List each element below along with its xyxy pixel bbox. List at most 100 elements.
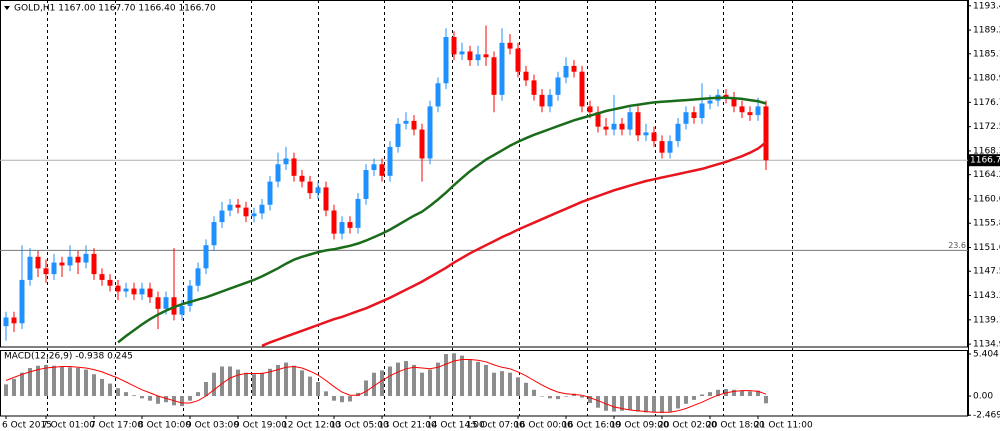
candle-body bbox=[19, 279, 25, 324]
macd-bar bbox=[292, 365, 296, 397]
macd-bar bbox=[140, 396, 144, 399]
y-tick-label: 1168.30 bbox=[973, 146, 1000, 156]
macd-bar bbox=[628, 396, 632, 411]
candle-body bbox=[707, 100, 713, 104]
macd-bar bbox=[380, 370, 384, 397]
candle-body bbox=[371, 164, 377, 171]
macd-bar bbox=[44, 364, 48, 397]
candle-body bbox=[347, 222, 353, 228]
candle-body bbox=[291, 158, 297, 176]
candle-body bbox=[683, 112, 689, 124]
candle-body bbox=[59, 262, 65, 266]
candle-body bbox=[131, 288, 137, 295]
y-tick-label: 1180.90 bbox=[973, 74, 1000, 84]
candle-body bbox=[83, 253, 89, 263]
candle-body bbox=[603, 126, 609, 130]
y-tick-label: 1189.20 bbox=[973, 26, 1000, 36]
macd-bar bbox=[548, 396, 552, 399]
macd-bar bbox=[588, 396, 592, 404]
y-tick-label: 0.00 bbox=[973, 392, 993, 402]
macd-bar bbox=[764, 396, 768, 404]
menu-triangle bbox=[4, 6, 10, 10]
candle-body bbox=[211, 222, 217, 246]
candle-body bbox=[419, 129, 425, 159]
candle-body bbox=[587, 106, 593, 113]
candle-body bbox=[531, 80, 537, 95]
candle-body bbox=[667, 141, 673, 153]
macd-bar bbox=[420, 372, 424, 397]
macd-bar bbox=[276, 364, 280, 397]
candle-body bbox=[299, 175, 305, 182]
candle-body bbox=[243, 207, 249, 217]
macd-bar bbox=[84, 369, 88, 397]
candle-body bbox=[723, 94, 729, 98]
y-tick-label: 1151.60 bbox=[973, 243, 1000, 253]
candles bbox=[0, 25, 968, 347]
y-tick-label: 1143.30 bbox=[973, 291, 1000, 301]
main-panel bbox=[0, 0, 968, 348]
macd-bar bbox=[252, 374, 256, 397]
macd-bar bbox=[700, 394, 704, 397]
candle-body bbox=[435, 83, 441, 107]
candle-body bbox=[363, 170, 369, 199]
x-tick-label: 19 Oct 09:00 bbox=[610, 421, 669, 431]
candle-body bbox=[115, 285, 121, 292]
macd-bar bbox=[748, 391, 752, 397]
macd-bar bbox=[356, 392, 360, 397]
macd-bar bbox=[660, 396, 664, 414]
macd-bar bbox=[732, 389, 736, 397]
macd-bar bbox=[212, 372, 216, 397]
y-tick-label: 5.404 bbox=[973, 350, 999, 360]
macd-bar bbox=[188, 396, 192, 401]
candle-body bbox=[139, 288, 145, 295]
macd-bar bbox=[444, 354, 448, 397]
candle-body bbox=[163, 297, 169, 309]
macd-bar bbox=[684, 396, 688, 404]
y-tick-label: -2.469 bbox=[973, 411, 1000, 421]
candle-body bbox=[411, 120, 417, 130]
candle-body bbox=[235, 204, 241, 208]
candle-body bbox=[491, 57, 497, 95]
candle-body bbox=[227, 204, 233, 211]
current-price-box bbox=[968, 154, 1000, 167]
candle-body bbox=[619, 123, 625, 130]
macd-bar bbox=[644, 396, 648, 413]
macd-bar bbox=[612, 396, 616, 412]
macd-bar bbox=[556, 396, 560, 400]
macd-bar bbox=[508, 372, 512, 397]
x-tick-label: 13 Oct 21:00 bbox=[378, 421, 437, 431]
candle-body bbox=[675, 123, 681, 142]
x-tick-label: 12 Oct 12:00 bbox=[282, 421, 341, 431]
candle-body bbox=[155, 297, 161, 309]
candle-body bbox=[203, 245, 209, 269]
macd-bar bbox=[268, 368, 272, 397]
candle-body bbox=[427, 106, 433, 159]
candle-body bbox=[339, 222, 345, 234]
y-tick-label: 1160.00 bbox=[973, 194, 1000, 204]
candle-body bbox=[459, 51, 465, 55]
macd-bar bbox=[468, 359, 472, 397]
macd-bar bbox=[716, 389, 720, 397]
x-tick-label: 14 Oct 14:00 bbox=[426, 421, 485, 431]
y-tick-label: 1185.10 bbox=[973, 49, 1000, 59]
macd-bar bbox=[116, 388, 120, 397]
candle-body bbox=[627, 112, 633, 130]
candle-body bbox=[91, 253, 97, 275]
candle-body bbox=[507, 42, 513, 49]
y-tick-label: 1193.40 bbox=[973, 1, 1000, 11]
y-tick-label: 1172.50 bbox=[973, 122, 1000, 132]
candle-body bbox=[635, 112, 641, 136]
x-tick-label: 20 Oct 18:00 bbox=[706, 421, 765, 431]
candle-body bbox=[379, 164, 385, 176]
candle-body bbox=[187, 285, 193, 306]
candle-body bbox=[219, 210, 225, 223]
y-tick-label: 1139.10 bbox=[973, 315, 1000, 325]
macd-bar bbox=[260, 372, 264, 397]
candle-body bbox=[643, 132, 649, 136]
candle-body bbox=[595, 112, 601, 127]
candle-body bbox=[251, 213, 257, 217]
y-tick-label: 1155.80 bbox=[973, 219, 1000, 229]
candle-body bbox=[179, 305, 185, 315]
macd-bar bbox=[68, 367, 72, 397]
